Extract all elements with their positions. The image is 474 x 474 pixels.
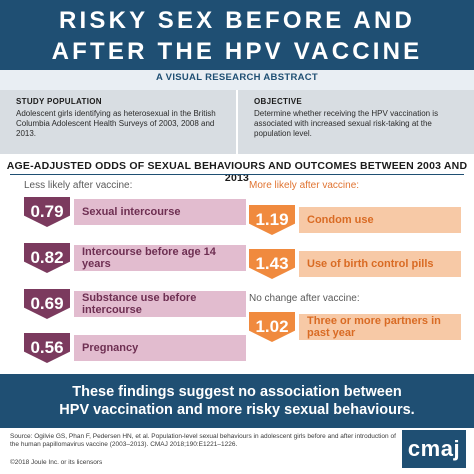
objective-label: OBJECTIVE: [254, 97, 303, 106]
odds-row-label: Substance use before intercourse: [74, 291, 246, 317]
objective-panel: OBJECTIVE Determine whether receiving th…: [238, 90, 474, 154]
section-divider: [10, 174, 464, 175]
title-line-2: AFTER THE HPV VACCINE: [51, 38, 423, 65]
no-change-label: No change after vaccine:: [249, 293, 360, 304]
odds-row-label: Three or more partners in past year: [299, 314, 461, 340]
odds-row-label: Condom use: [299, 207, 461, 233]
subtitle-band: [0, 70, 474, 90]
odds-value-badge: 0.56: [24, 333, 70, 363]
objective-text: Determine whether receiving the HPV vacc…: [254, 109, 439, 138]
odds-value-badge: 0.69: [24, 289, 70, 319]
odds-value-badge: 1.43: [249, 249, 295, 279]
odds-row-label: Pregnancy: [74, 335, 246, 361]
odds-row-label: Use of birth control pills: [299, 251, 461, 277]
odds-row-label: Intercourse before age 14 years: [74, 245, 246, 271]
odds-value-badge: 0.79: [24, 197, 70, 227]
conclusion-line-2: HPV vaccination and more risky sexual be…: [59, 402, 415, 418]
odds-value-badge: 1.02: [249, 312, 295, 342]
conclusion-line-1: These findings suggest no association be…: [72, 384, 402, 400]
less-likely-label: Less likely after vaccine:: [24, 180, 133, 191]
odds-value-badge: 0.82: [24, 243, 70, 273]
more-likely-label: More likely after vaccine:: [249, 180, 360, 191]
copyright-notice: ©2018 Joule Inc. or its licensors: [10, 459, 103, 466]
conclusion-banner: [0, 374, 474, 428]
study-population-panel: STUDY POPULATION Adolescent girls identi…: [0, 90, 236, 154]
odds-row-label: Sexual intercourse: [74, 199, 246, 225]
cmaj-logo: cmaj: [402, 430, 466, 468]
odds-value-badge: 1.19: [249, 205, 295, 235]
study-population-label: STUDY POPULATION: [16, 97, 102, 106]
study-population-text: Adolescent girls identifying as heterose…: [16, 109, 216, 138]
title-line-1: RISKY SEX BEFORE AND: [58, 7, 416, 34]
subtitle: A VISUAL RESEARCH ABSTRACT: [155, 72, 319, 83]
source-citation: Source: Ogilvie GS, Phan F, Pedersen HN,…: [10, 433, 396, 448]
section-title: AGE-ADJUSTED ODDS OF SEXUAL BEHAVIOURS A…: [6, 160, 468, 184]
